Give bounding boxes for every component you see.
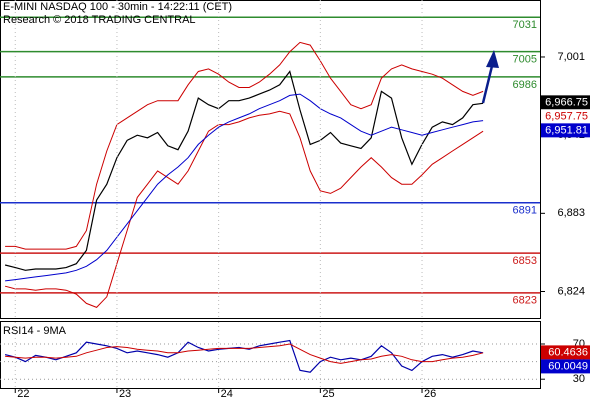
arrow-shaft [481,65,494,104]
value-box [541,359,590,374]
series-line [5,41,484,250]
series-line [4,110,484,308]
x-tick-label: 25 [322,388,334,400]
level-label: 6891 [513,205,537,217]
x-tick-label: 26 [424,388,436,400]
series-line [5,93,484,282]
chart-subtitle: Research © 2018 TRADING CENTRAL [3,14,196,26]
x-tick-label: 23 [119,388,131,400]
y-tick-label: 6,883 [557,207,585,219]
value-label: 60.4636 [548,346,588,358]
y-tick-label: 7,001 [557,51,585,63]
x-tick-label: 24 [221,388,233,400]
forecast-arrow [481,50,499,104]
chart-title: E-MINI NASDAQ 100 - 30min - 14:22:11 (CE… [3,1,232,13]
y-tick-label: 6,824 [557,285,585,297]
value-label: 6,957.75 [545,110,588,122]
main-frame [0,0,541,319]
rsi-title: RSI14 - 9MA [3,325,67,337]
level-label: 7031 [513,19,537,31]
series-line [5,343,484,364]
level-label: 6986 [513,79,537,91]
value-label: 6,966.75 [545,96,588,108]
value-box [541,109,590,124]
value-label: 6,951.81 [545,124,588,136]
y-tick-label: 30 [573,373,585,385]
value-box [541,345,590,360]
x-tick-label: 22 [17,388,29,400]
arrow-head [486,50,499,68]
rsi-frame [0,321,541,389]
series-line [4,70,484,271]
value-box [541,95,590,110]
level-label: 6823 [513,295,537,307]
value-label: 60.0049 [548,360,588,372]
level-label: 7005 [513,54,537,66]
value-box [541,123,590,138]
level-label: 6853 [513,255,537,267]
